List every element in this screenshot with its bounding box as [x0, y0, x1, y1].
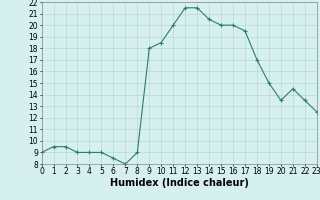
X-axis label: Humidex (Indice chaleur): Humidex (Indice chaleur) — [110, 178, 249, 188]
